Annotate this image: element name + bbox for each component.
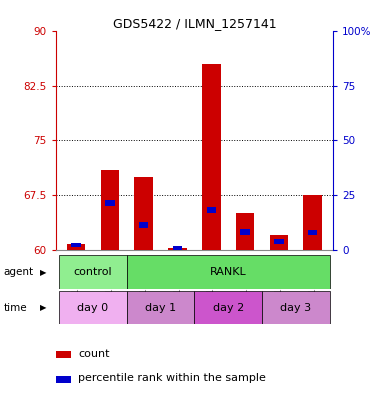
Bar (67, 244, 85, 250)
Text: ▶: ▶ (40, 303, 47, 312)
Text: day 3: day 3 (280, 303, 311, 312)
Text: day 0: day 0 (77, 303, 109, 312)
Bar (56, 351, 71, 358)
Bar (241, 229, 250, 235)
Bar (100, 170, 119, 250)
Bar (139, 222, 148, 228)
Bar (59, 291, 127, 324)
Bar (236, 213, 254, 250)
Bar (274, 239, 284, 244)
Text: percentile rank within the sample: percentile rank within the sample (78, 373, 266, 383)
Bar (105, 200, 115, 206)
Bar (127, 291, 194, 324)
Bar (262, 291, 330, 324)
Text: RANKL: RANKL (210, 267, 247, 277)
Bar (202, 64, 221, 250)
Bar (303, 195, 322, 250)
Text: count: count (78, 349, 109, 358)
Bar (168, 248, 187, 250)
Bar (308, 230, 317, 235)
Text: day 1: day 1 (145, 303, 176, 312)
Bar (207, 208, 216, 213)
Bar (194, 291, 262, 324)
Bar (173, 246, 182, 250)
Bar (270, 235, 288, 250)
Bar (134, 177, 153, 250)
Text: day 2: day 2 (213, 303, 244, 312)
Bar (56, 376, 71, 383)
Title: GDS5422 / ILMN_1257141: GDS5422 / ILMN_1257141 (112, 17, 276, 30)
Bar (72, 243, 81, 247)
Text: agent: agent (4, 267, 34, 277)
Bar (59, 255, 127, 289)
Bar (127, 255, 330, 289)
Text: ▶: ▶ (40, 268, 47, 277)
Text: control: control (74, 267, 112, 277)
Text: time: time (4, 303, 27, 313)
